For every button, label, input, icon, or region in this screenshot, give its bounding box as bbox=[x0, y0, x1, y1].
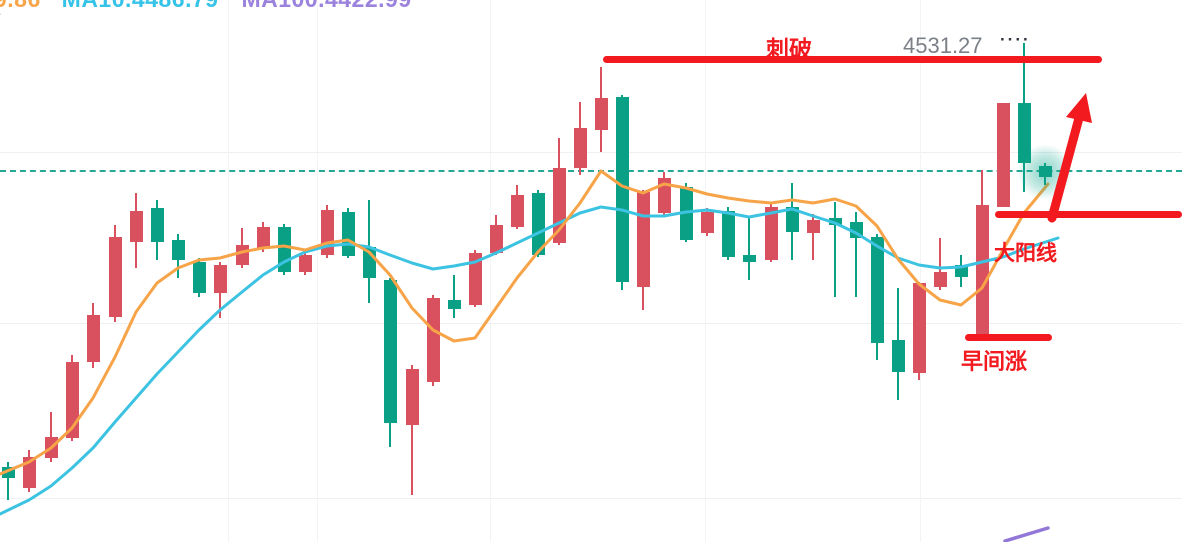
candle-wick bbox=[812, 214, 814, 260]
candle-body bbox=[109, 237, 122, 317]
candle-body bbox=[193, 262, 206, 293]
current-price-dashed-line bbox=[0, 170, 1182, 172]
annotation-morning-rise-text: 早间涨 bbox=[961, 349, 1028, 374]
candle-body bbox=[214, 265, 227, 293]
candle-body bbox=[871, 237, 884, 343]
candle-wick bbox=[939, 238, 941, 290]
candle-wick bbox=[7, 462, 9, 500]
candle-body bbox=[151, 208, 164, 242]
drawn-trend-line[interactable] bbox=[965, 334, 1052, 341]
h-gridline bbox=[0, 152, 1182, 153]
candle-body bbox=[406, 369, 419, 425]
candle-body bbox=[976, 205, 989, 338]
candle-body bbox=[130, 211, 143, 242]
candle-body bbox=[532, 193, 545, 255]
candle-body bbox=[913, 283, 926, 373]
ma5-value-label: 9.86 bbox=[0, 0, 41, 12]
candle-body bbox=[574, 128, 587, 168]
v-gridline bbox=[317, 0, 318, 542]
candle-body bbox=[511, 195, 524, 227]
candle-body bbox=[743, 255, 756, 262]
ma5-line bbox=[0, 169, 1050, 476]
candle-body bbox=[807, 220, 820, 233]
candle-body bbox=[469, 253, 482, 305]
candle-body bbox=[934, 272, 947, 287]
v-gridline bbox=[705, 0, 706, 542]
ma100-line bbox=[1003, 526, 1050, 542]
candle-body bbox=[490, 225, 503, 253]
indicator-legend: 9.86 MA10.4486.79 MA100.4422.99 bbox=[0, 0, 412, 13]
candle-body bbox=[722, 211, 735, 257]
candle-body bbox=[299, 255, 312, 272]
candle-body bbox=[172, 240, 185, 260]
candle-wick bbox=[834, 202, 836, 297]
candle-body bbox=[66, 362, 79, 438]
arrow-head bbox=[1066, 93, 1092, 123]
candle-body bbox=[2, 467, 15, 478]
resistance-price-label: 4531.27 bbox=[903, 33, 983, 58]
v-gridline bbox=[228, 0, 229, 542]
annotation-pierce-text: 刺破 bbox=[766, 36, 812, 62]
candle-body bbox=[997, 103, 1010, 207]
collapse-chevron-icon[interactable]: › bbox=[0, 5, 1, 22]
candle-body bbox=[595, 98, 608, 130]
candle-body bbox=[829, 218, 842, 225]
candle-body bbox=[701, 212, 714, 233]
candle-body bbox=[257, 227, 270, 249]
candle-body bbox=[1039, 166, 1052, 177]
candle-body bbox=[892, 340, 905, 372]
candle-body bbox=[87, 315, 100, 362]
candle-body bbox=[1018, 103, 1031, 163]
candle-wick bbox=[855, 212, 857, 297]
candle-body bbox=[384, 280, 397, 423]
drawn-trend-line[interactable] bbox=[603, 56, 1102, 63]
ma10-value-label: MA10.4486.79 bbox=[62, 0, 219, 12]
candle-wick bbox=[453, 275, 455, 318]
candle-body bbox=[680, 187, 693, 240]
ma10-line bbox=[0, 205, 1060, 516]
h-gridline bbox=[0, 323, 1182, 324]
candle-body bbox=[616, 97, 629, 282]
v-gridline bbox=[920, 0, 921, 542]
candle-wick bbox=[748, 217, 750, 280]
ellipsis-menu-icon[interactable]: ···· bbox=[1000, 30, 1031, 49]
candle-body bbox=[427, 298, 440, 382]
drawn-trend-line[interactable] bbox=[995, 211, 1182, 218]
candle-body bbox=[765, 207, 778, 260]
h-gridline bbox=[0, 498, 1182, 499]
v-gridline bbox=[490, 0, 491, 542]
candle-body bbox=[448, 300, 461, 309]
candle-body bbox=[786, 207, 799, 232]
candle-wick bbox=[411, 365, 413, 495]
ma100-value-label: MA100.4422.99 bbox=[241, 0, 411, 12]
annotation-big-yang-candle-text: 大阳线 bbox=[994, 242, 1057, 265]
arrow-shaft bbox=[1047, 113, 1084, 223]
